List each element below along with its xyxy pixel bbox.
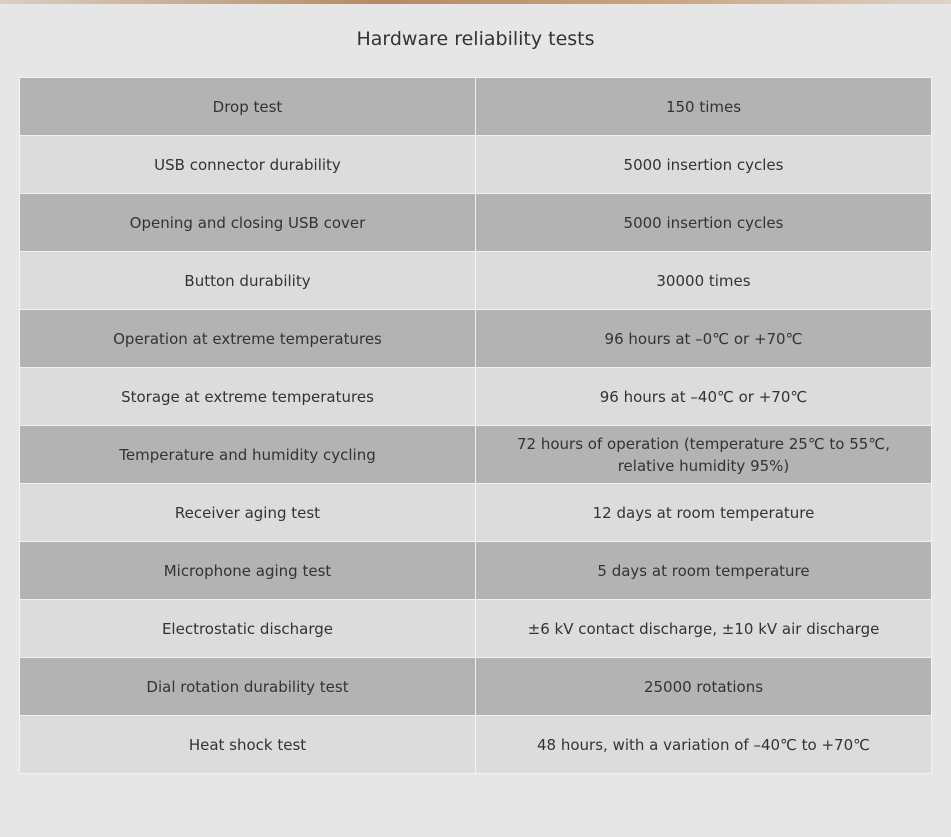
table-row: Microphone aging test 5 days at room temp… xyxy=(20,542,931,599)
top-strip xyxy=(0,0,951,4)
table-row: Drop test 150 times xyxy=(20,78,931,135)
test-result: 96 hours at –40℃ or +70℃ xyxy=(476,368,931,425)
table-row: Storage at extreme temperatures 96 hours … xyxy=(20,368,931,425)
table-row: Operation at extreme temperatures 96 hour… xyxy=(20,310,931,367)
test-result: 12 days at room temperature xyxy=(476,484,931,541)
table-row: Dial rotation durability test 25000 rotat… xyxy=(20,658,931,715)
test-name: Heat shock test xyxy=(20,716,475,773)
test-result: 5000 insertion cycles xyxy=(476,136,931,193)
table-row: Opening and closing USB cover 5000 insert… xyxy=(20,194,931,251)
table-row: Button durability 30000 times xyxy=(20,252,931,309)
page-title: Hardware reliability tests xyxy=(356,28,595,50)
test-name: Storage at extreme temperatures xyxy=(20,368,475,425)
test-name: USB connector durability xyxy=(20,136,475,193)
test-name: Drop test xyxy=(20,78,475,135)
test-name: Button durability xyxy=(20,252,475,309)
test-name: Dial rotation durability test xyxy=(20,658,475,715)
table-row: Temperature and humidity cycling 72 hours… xyxy=(20,426,931,483)
test-result: 150 times xyxy=(476,78,931,135)
test-name: Receiver aging test xyxy=(20,484,475,541)
test-result: 30000 times xyxy=(476,252,931,309)
test-name: Opening and closing USB cover xyxy=(20,194,475,251)
test-result: 48 hours, with a variation of –40℃ to +7… xyxy=(476,716,931,773)
test-result: ±6 kV contact discharge, ±10 kV air disc… xyxy=(476,600,931,657)
test-name: Operation at extreme temperatures xyxy=(20,310,475,367)
tests-table: Drop test 150 times USB connector durabili… xyxy=(19,77,932,774)
test-result: 5 days at room temperature xyxy=(476,542,931,599)
test-result: 96 hours at –0℃ or +70℃ xyxy=(476,310,931,367)
table-row: Electrostatic discharge ±6 kV contact dis… xyxy=(20,600,931,657)
test-name: Microphone aging test xyxy=(20,542,475,599)
table-row: Receiver aging test 12 days at room tempe… xyxy=(20,484,931,541)
test-name: Temperature and humidity cycling xyxy=(20,426,475,483)
test-result: 5000 insertion cycles xyxy=(476,194,931,251)
test-name: Electrostatic discharge xyxy=(20,600,475,657)
test-result: 25000 rotations xyxy=(476,658,931,715)
test-result: 72 hours of operation (temperature 25℃ t… xyxy=(476,426,931,483)
table-row: Heat shock test 48 hours, with a variatio… xyxy=(20,716,931,773)
table-row: USB connector durability 5000 insertion c… xyxy=(20,136,931,193)
